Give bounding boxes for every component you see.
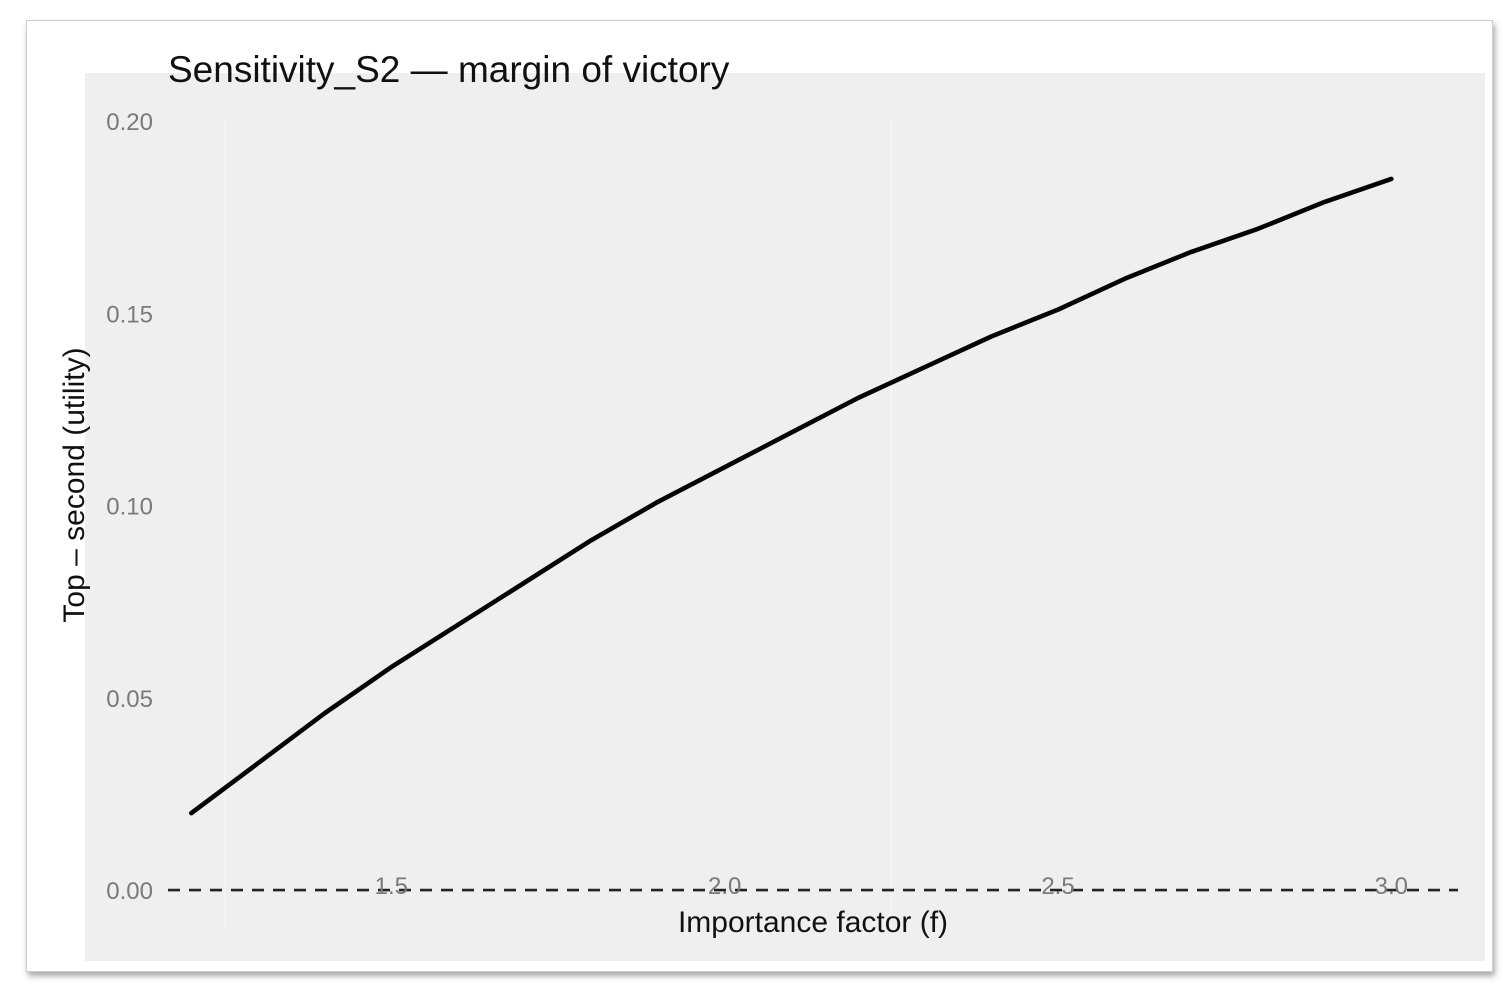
y-tick-label: 0.15 [106,301,153,328]
series-layer [189,176,1394,816]
figure-frame [26,20,1493,972]
y-axis-label: Top – second (utility) [58,347,91,622]
x-tick-label: 1.5 [375,873,408,900]
x-tick-label: 2.5 [1041,873,1074,900]
chart-title: Sensitivity_S2 — margin of victory [168,49,730,90]
series-line-1 [189,176,1394,816]
y-tick-label: 0.05 [106,686,153,713]
x-tick-label: 2.0 [708,873,741,900]
y-tick-label: 0.00 [106,878,153,905]
x-tick-label: 3.0 [1375,873,1408,900]
x-axis-label: Importance factor (f) [678,906,948,939]
x-axis-ticks: 1.5 2.0 2.5 3.0 [375,873,1408,900]
gridlines [223,121,893,930]
y-tick-label: 0.20 [106,109,153,136]
plot-panel [85,73,1485,961]
y-tick-label: 0.10 [106,494,153,521]
y-axis-ticks: 0.00 0.05 0.10 0.15 0.20 [106,109,153,905]
